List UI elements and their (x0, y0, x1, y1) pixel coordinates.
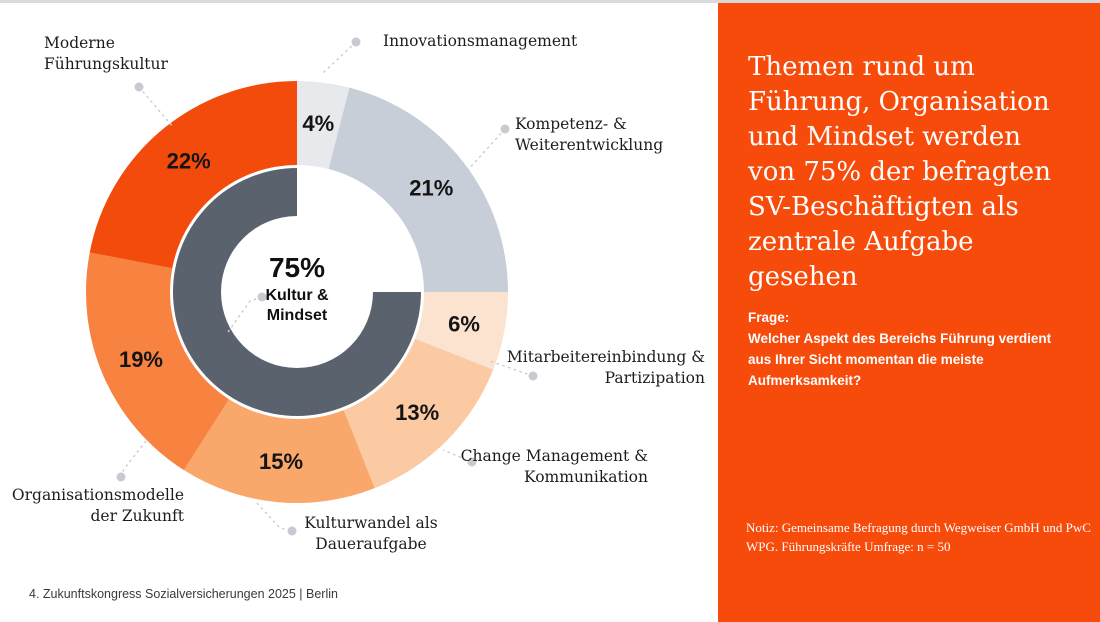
leader-dot-1 (500, 124, 510, 134)
donut-center-label: 75% Kultur & Mindset (227, 253, 367, 326)
panel-question: Frage: Welcher Aspekt des Bereichs Führu… (748, 310, 1052, 388)
leader-dot-4 (287, 526, 297, 536)
segment-percent-label-3: 13% (395, 400, 439, 425)
panel-note: Notiz: Gemeinsame Befragung durch Wegwei… (746, 520, 1091, 554)
donut-segment-5 (86, 252, 229, 471)
side-panel: Themen rund um Führung, Organisation und… (718, 0, 1100, 622)
leader-dot-6 (134, 82, 144, 92)
leader-line-5 (120, 440, 147, 478)
footer-text: 4. Zukunftskongress Sozialversicherungen… (29, 587, 338, 601)
center-value: 75% (268, 252, 326, 283)
chart-area: 4% 21% 6% 13% 15% 19% 22% Innovationsmanagemen… (11, 32, 705, 601)
top-strip (0, 0, 1100, 3)
center-sub-label: Kultur & Mindset (265, 287, 329, 324)
leader-line-1 (466, 128, 506, 172)
segment-percent-label-0: 4% (302, 111, 334, 136)
segment-callout-6: Moderne Führungskultur (44, 34, 168, 73)
leader-dot-5 (116, 472, 126, 482)
leader-line-2 (489, 360, 534, 377)
segment-percent-label-1: 21% (409, 176, 453, 201)
leader-line-3 (442, 449, 473, 463)
segment-callout-3: Change Management & Kommunikation (460, 447, 648, 486)
leader-dot-center (257, 292, 267, 302)
leader-line-6 (138, 86, 174, 128)
donut-segment-4 (183, 399, 375, 503)
donut-segment-1 (328, 87, 508, 292)
leader-line-center (227, 296, 263, 333)
donut-segment-3 (343, 338, 494, 489)
segment-callout-0: Innovationsmanagement (383, 32, 578, 50)
panel-title: Themen rund um Führung, Organisation und… (748, 52, 1051, 292)
segment-callout-1: Kompetenz- & Weiterentwicklung (515, 115, 664, 154)
segment-percent-label-6: 22% (167, 149, 211, 174)
donut-chart: 4% 21% 6% 13% 15% 19% 22% (86, 37, 538, 536)
segment-callout-2: Mitarbeitereinbindung & Partizipation (506, 348, 705, 387)
segment-percent-label-5: 19% (119, 347, 163, 372)
inner-ring-75pct (173, 168, 421, 416)
segment-callout-5: Organisationsmodelle der Zukunft (11, 486, 184, 525)
leader-dot-3 (467, 457, 477, 467)
segment-percent-label-4: 15% (259, 449, 303, 474)
donut-segment-2 (415, 292, 508, 370)
donut-segment-6 (89, 81, 297, 269)
leader-line-0 (322, 41, 357, 74)
leader-line-4 (256, 502, 293, 532)
leader-dot-0 (351, 37, 361, 47)
segment-percent-label-2: 6% (448, 312, 480, 337)
segment-callout-4: Kulturwandel als Daueraufgabe (304, 514, 438, 553)
leader-dot-2 (528, 371, 538, 381)
donut-segment-0 (297, 81, 350, 169)
